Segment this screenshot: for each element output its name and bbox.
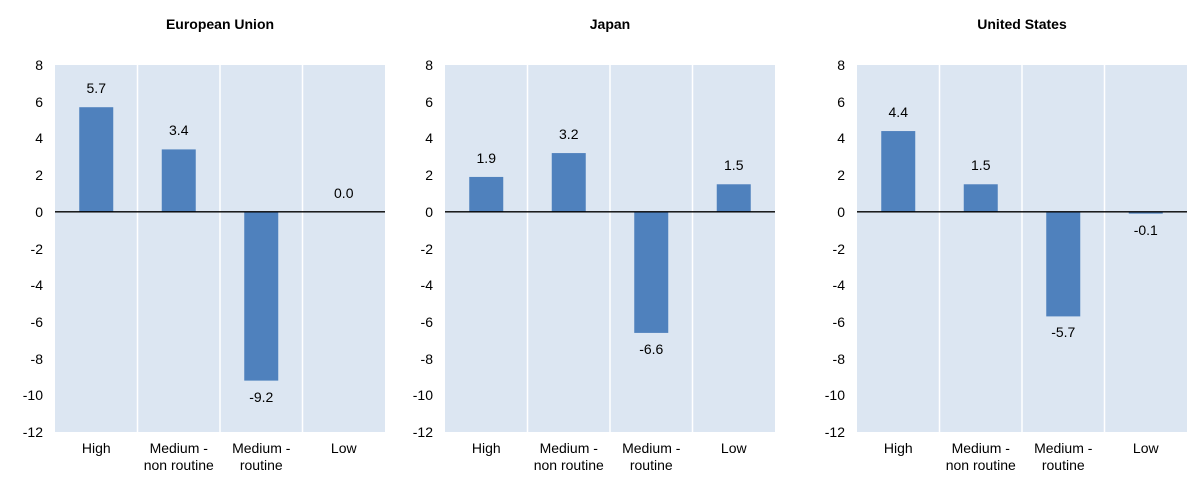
x-tick-label: Medium - non routine — [143, 440, 214, 473]
x-tick-label: Medium - routine — [232, 440, 291, 473]
y-tick-label: -4 — [420, 277, 433, 294]
x-tick-label: Low — [1132, 440, 1159, 456]
bar — [161, 149, 196, 212]
y-tick-label: -4 — [832, 277, 845, 294]
chart-title: European Union — [165, 16, 275, 32]
y-tick-label: 6 — [35, 93, 43, 110]
value-label: -5.7 — [1051, 324, 1076, 341]
bar — [716, 184, 751, 212]
chart-title: Japan — [589, 16, 631, 32]
value-label: -6.6 — [639, 340, 664, 357]
y-tick-label: -8 — [420, 350, 433, 367]
bar — [79, 107, 114, 212]
y-tick-label: 2 — [35, 167, 43, 184]
y-tick-label: 0 — [837, 203, 845, 220]
x-tick-label: High — [883, 440, 913, 456]
y-tick-label: -8 — [30, 350, 43, 367]
y-tick-label: -6 — [30, 313, 43, 330]
x-tick-label: High — [471, 440, 501, 456]
y-tick-label: -4 — [30, 277, 43, 294]
y-tick-label: -6 — [420, 313, 433, 330]
y-tick-label: -10 — [412, 387, 433, 404]
bar — [244, 211, 279, 381]
value-label: 3.2 — [559, 126, 579, 143]
bar — [963, 184, 998, 212]
y-tick-label: -6 — [832, 313, 845, 330]
value-label: 4.4 — [888, 104, 908, 121]
bar — [1128, 211, 1163, 214]
y-tick-label: 8 — [35, 57, 43, 73]
x-tick-label: Low — [720, 440, 747, 456]
y-tick-label: -2 — [832, 240, 845, 257]
y-tick-label: 0 — [35, 203, 43, 220]
y-tick-label: -2 — [420, 240, 433, 257]
x-tick-label: Medium - non routine — [533, 440, 604, 473]
y-tick-label: 0 — [425, 203, 433, 220]
y-tick-label: -2 — [30, 240, 43, 257]
bar — [881, 131, 916, 212]
value-label: 1.5 — [971, 157, 991, 174]
x-tick-label: Medium - routine — [622, 440, 681, 473]
x-tick-label: Medium - non routine — [945, 440, 1016, 473]
y-tick-label: 2 — [425, 167, 433, 184]
chart-title: United States — [977, 16, 1067, 32]
y-tick-label: 8 — [837, 57, 845, 73]
y-tick-label: -12 — [412, 424, 433, 440]
y-tick-label: -10 — [824, 387, 845, 404]
bar — [551, 153, 586, 212]
y-tick-label: 6 — [837, 93, 845, 110]
y-tick-label: 6 — [425, 93, 433, 110]
bar — [634, 211, 669, 333]
value-label: -9.2 — [249, 388, 274, 405]
x-tick-label: Medium - routine — [1034, 440, 1093, 473]
y-tick-label: 4 — [837, 130, 845, 147]
value-label: 1.9 — [476, 149, 496, 166]
y-tick-label: -10 — [22, 387, 43, 404]
value-label: -0.1 — [1133, 221, 1158, 238]
value-label: 1.5 — [724, 157, 744, 174]
bar — [469, 176, 504, 212]
y-tick-label: -12 — [22, 424, 43, 440]
y-tick-label: 4 — [35, 130, 43, 147]
y-tick-label: 2 — [837, 167, 845, 184]
bar — [1046, 211, 1081, 317]
value-label: 0.0 — [334, 184, 354, 201]
x-tick-label: High — [81, 440, 111, 456]
y-tick-label: -8 — [832, 350, 845, 367]
y-tick-label: -12 — [824, 424, 845, 440]
y-tick-label: 8 — [425, 57, 433, 73]
y-tick-label: 4 — [425, 130, 433, 147]
value-label: 5.7 — [86, 80, 106, 97]
x-tick-label: Low — [330, 440, 357, 456]
value-label: 3.4 — [169, 122, 189, 139]
